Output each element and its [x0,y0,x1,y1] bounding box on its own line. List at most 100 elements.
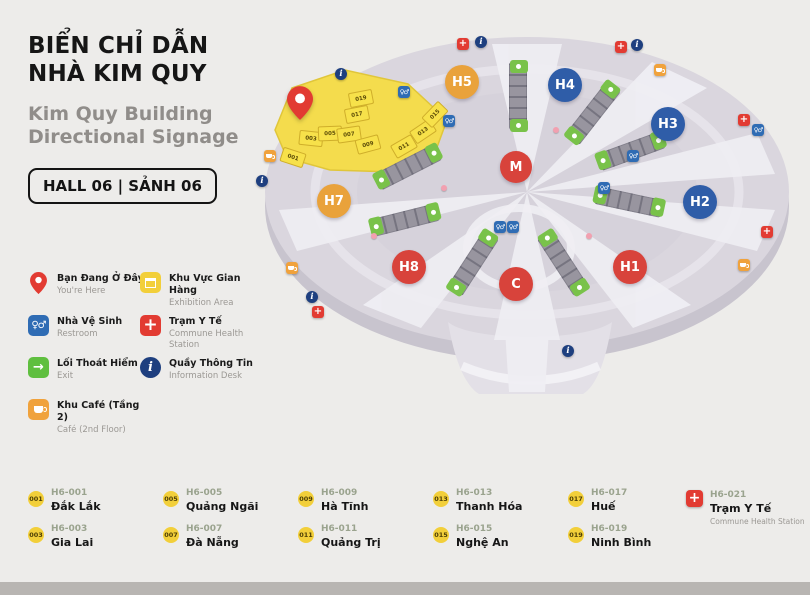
info-icon [562,345,574,357]
legend-item-exhibition-area: Khu Vực Gian Hàng Exhibition Area [140,272,265,308]
booth-number-badge: 009 [298,491,314,507]
legend-label: Lối Thoát Hiểm [57,358,138,369]
legend-label: Nhà Vệ Sinh [57,316,123,327]
restroom-icon [398,86,410,98]
restroom-icon [494,221,506,233]
legend-item-cafe: Khu Café (Tầng 2) Café (2nd Floor) [28,399,153,435]
cafe-icon [264,150,276,162]
booth-code: H6-015 [456,524,493,534]
directory-entry: 011 H6-011 Quảng Trị [298,524,381,549]
info-icon [631,39,643,51]
hall-badge-h2: H2 [683,185,717,219]
footer-bar [0,582,810,595]
restroom-icon [443,115,455,127]
legend-sublabel: Restroom [57,328,98,339]
booth-name: Ninh Bình [591,536,652,549]
legend-label: Khu Café (Tầng 2) [57,400,140,423]
booth-name: Huế [591,500,616,513]
booth-code: H6-011 [321,524,358,534]
booth-number-badge: 003 [28,527,44,543]
corridor-booth-row [509,60,528,132]
legend-label: Khu Vực Gian Hàng [169,273,241,296]
cafe-icon [286,262,298,274]
exit-icon [28,357,49,378]
info-icon [256,175,268,187]
booth-name: Đà Nẵng [186,536,239,549]
legend-item-you-are-here: Bạn Đang Ở Đây You're Here [28,271,153,297]
booth-number-badge: 001 [28,491,44,507]
exit-marker [510,60,528,73]
page-title-line2: NHÀ KIM QUY [28,61,207,88]
booth-code: H6-005 [186,488,223,498]
legend-label: Trạm Y Tế [169,316,222,327]
legend-sublabel: Information Desk [169,370,243,381]
booth-code: H6-019 [591,524,628,534]
marker-dot [441,185,447,191]
booth-number-badge: 007 [163,527,179,543]
info-icon [335,68,347,80]
booth-number-badge: 015 [433,527,449,543]
directory-entry: 013 H6-013 Thanh Hóa [433,488,522,513]
legend-label: Quầy Thông Tin [169,358,253,369]
page-subtitle-line1: Kim Quy Building [28,103,213,125]
directory-entry: 005 H6-005 Quảng Ngãi [163,488,258,513]
directory-entry: 009 H6-009 Hà Tĩnh [298,488,368,513]
legend-sublabel: Commune Health Station [169,328,244,350]
info-icon [475,36,487,48]
restroom-icon [598,182,610,194]
booth-name: Gia Lai [51,536,94,549]
medical-icon [457,38,469,50]
booth-number-badge: 011 [298,527,314,543]
page-subtitle-line2: Directional Signage [28,126,239,149]
hall-badge-h4: H4 [548,68,582,102]
booth-number-badge: 017 [568,491,584,507]
legend-sublabel: Exhibition Area [169,297,234,308]
directory-entry: 001 H6-001 Đắk Lắk [28,488,101,513]
exit-marker [510,119,528,132]
marker-dot [586,233,592,239]
legend-sublabel: Exit [57,370,74,381]
medical-cross-icon [686,490,703,507]
directory-entry-health-station: H6-021 Trạm Y Tế Commune Health Station [686,490,805,526]
radial-walkways [279,44,775,392]
hall-badge-h3: H3 [651,107,685,141]
exhibition-area-icon [140,272,161,293]
booth-name: Quảng Ngãi [186,500,259,513]
restroom-icon [752,124,764,136]
medical-icon [312,306,324,318]
hall-number-badge: HALL 06 | SẢNH 06 [28,168,217,204]
you-are-here-pin-icon [28,271,49,294]
hall-badge-c: C [499,267,533,301]
booth-subtitle: Commune Health Station [710,517,805,526]
booth-name: Thanh Hóa [456,500,523,513]
page-title-line1: BIỂN CHỈ DẪN [28,33,209,59]
booth-name: Đắk Lắk [51,500,101,513]
restroom-icon [28,315,49,336]
info-icon [306,291,318,303]
legend-sublabel: You're Here [57,285,106,296]
you-are-here-pin [287,86,313,120]
info-icon [140,357,161,378]
medical-cross-icon [140,315,161,336]
booth-code: H6-001 [51,488,88,498]
medical-icon [615,41,627,53]
restroom-icon [627,150,639,162]
directory-entry: 017 H6-017 Huế [568,488,627,513]
restroom-icon [507,221,519,233]
booth-code: H6-009 [321,488,358,498]
legend-sublabel: Café (2nd Floor) [57,424,126,435]
legend-label: Bạn Đang Ở Đây [57,273,144,284]
page-title: BIỂN CHỈ DẪN NHÀ KIM QUY [28,32,208,88]
cafe-icon [738,259,750,271]
directory-entry: 019 H6-019 Ninh Bình [568,524,651,549]
hall-badge-h8: H8 [392,250,426,284]
directory-entry: 007 H6-007 Đà Nẵng [163,524,239,549]
hall-badge-h7: H7 [317,184,351,218]
cafe-icon [654,64,666,76]
booth-code: H6-013 [456,488,493,498]
